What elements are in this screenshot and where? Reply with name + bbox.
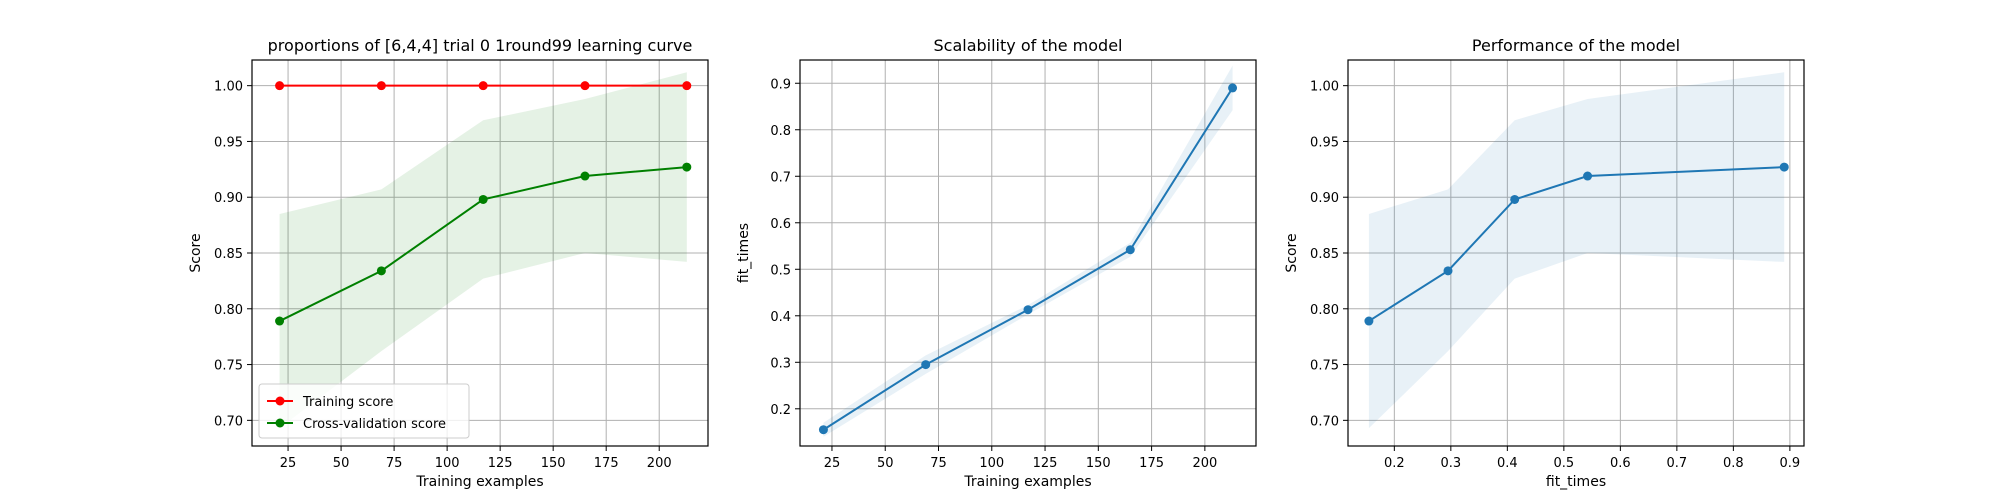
chart-2-ytick-label-2: 0.4: [770, 310, 791, 325]
chart-1-xtick-label-3: 100: [435, 456, 460, 471]
chart-2-ytick-label-5: 0.7: [770, 170, 791, 185]
chart-1-ytick-label-1: 0.75: [214, 359, 243, 374]
chart-1-series-0-point-2: [478, 81, 488, 91]
chart-3-ytick-label-1: 0.75: [1310, 359, 1339, 374]
chart-2-series-0-point-2: [1023, 305, 1033, 315]
chart-1-xtick-label-0: 25: [280, 456, 297, 471]
chart-2-ytick-label-7: 0.9: [770, 77, 791, 92]
chart-1-xtick-label-1: 50: [333, 456, 350, 471]
chart-1: 25 50 75 100 125 150 175 200 0.70 0.75 0.80 0.85 0.9…: [188, 36, 709, 490]
chart-1-band-1: [279, 72, 687, 429]
chart-1-ytick-label-3: 0.85: [214, 247, 243, 262]
chart-2-xtick-label-4: 125: [1033, 456, 1058, 471]
chart-2-series-0-point-0: [818, 425, 828, 435]
chart-2-band-0: [823, 65, 1233, 437]
chart-1-title: proportions of [6,4,4] trial 0 1round99 …: [268, 36, 693, 55]
chart-3-series-0-point-1: [1443, 266, 1453, 276]
chart-1-ytick-label-4: 0.90: [214, 191, 243, 206]
chart-3-series-0-point-0: [1364, 316, 1374, 326]
chart-3-xtick-label-7: 0.9: [1780, 456, 1801, 471]
chart-3-ytick-label-0: 0.70: [1310, 414, 1339, 429]
chart-3-ytick-label-5: 0.95: [1310, 135, 1339, 150]
chart-1-legend-marker-1: [275, 418, 285, 428]
chart-1-ylabel: Score: [188, 233, 204, 272]
chart-3-xtick-label-2: 0.4: [1497, 456, 1518, 471]
chart-1-ytick-label-0: 0.70: [214, 414, 243, 429]
chart-2-ytick-label-4: 0.6: [770, 217, 791, 232]
chart-1-xlabel: Training examples: [415, 474, 543, 490]
chart-3-ylabel: Score: [1284, 233, 1300, 272]
chart-2-xtick-label-0: 25: [824, 456, 841, 471]
chart-1-legend-marker-0: [275, 396, 285, 406]
chart-2-xtick-label-2: 75: [930, 456, 947, 471]
chart-2-xtick-label-5: 150: [1086, 456, 1111, 471]
chart-3-xtick-label-4: 0.6: [1610, 456, 1631, 471]
chart-3-xtick-label-6: 0.8: [1723, 456, 1744, 471]
chart-3-title: Performance of the model: [1472, 36, 1680, 55]
chart-2-xtick-label-1: 50: [877, 456, 894, 471]
chart-1-legend-label-1: Cross-validation score: [303, 417, 446, 432]
chart-2-series-0-point-3: [1125, 245, 1135, 255]
chart-3-band-0: [1368, 72, 1785, 429]
chart-2-ytick-label-0: 0.2: [770, 403, 791, 418]
chart-2-xlabel: Training examples: [963, 474, 1091, 490]
chart-3-ytick-label-2: 0.80: [1310, 303, 1339, 318]
chart-2-title: Scalability of the model: [934, 36, 1123, 55]
chart-3-ytick-label-3: 0.85: [1310, 247, 1339, 262]
chart-1-ytick-label-2: 0.80: [214, 303, 243, 318]
chart-1-series-1-point-1: [376, 266, 386, 276]
chart-3-xtick-label-5: 0.7: [1667, 456, 1688, 471]
chart-2-frame: [799, 59, 1257, 447]
chart-2-ytick-label-3: 0.5: [770, 263, 791, 278]
chart-1-xtick-label-2: 75: [386, 456, 403, 471]
chart-3-xlabel: fit_times: [1546, 474, 1606, 490]
chart-3: 0.2 0.3 0.4 0.5 0.6 0.7 0.8 0.9 0.70 0.75 0.80 0.85…: [1284, 36, 1805, 490]
chart-2-xtick-label-3: 100: [979, 456, 1004, 471]
chart-3-ytick-label-4: 0.90: [1310, 191, 1339, 206]
chart-3-xtick-label-3: 0.5: [1554, 456, 1575, 471]
chart-1-series-1-point-3: [580, 171, 590, 181]
chart-3-xtick-label-0: 0.2: [1384, 456, 1405, 471]
chart-1-xtick-label-6: 175: [594, 456, 619, 471]
chart-3-xtick-label-1: 0.3: [1440, 456, 1461, 471]
chart-2-ylabel: fit_times: [736, 223, 752, 283]
chart-1-series-1-point-0: [275, 316, 285, 326]
chart-2-ytick-label-6: 0.8: [770, 124, 791, 139]
chart-3-series-0-point-2: [1510, 194, 1520, 204]
chart-1-xtick-label-4: 125: [488, 456, 513, 471]
chart-1-series-0-point-1: [376, 81, 386, 91]
chart-1-legend-box: [258, 383, 470, 439]
chart-2: 25 50 75 100 125 150 175 200 0.2 0.3 0.4 0.5 0.6 0.7 0…: [736, 36, 1257, 490]
chart-1-series-1-point-2: [478, 194, 488, 204]
chart-3-series-0-point-4: [1779, 162, 1789, 172]
chart-2-series-0-point-4: [1228, 83, 1238, 93]
chart-2-ytick-label-1: 0.3: [770, 356, 791, 371]
chart-1-series-0-point-3: [580, 81, 590, 91]
chart-3-ytick-label-6: 1.00: [1310, 80, 1339, 95]
chart-1-xtick-label-5: 150: [541, 456, 566, 471]
chart-1-series-0-point-4: [682, 81, 692, 91]
chart-1-ytick-label-5: 0.95: [214, 135, 243, 150]
chart-3-series-0-point-3: [1583, 171, 1593, 181]
chart-1-series-1-point-4: [682, 162, 692, 172]
chart-1-series-0-point-0: [275, 81, 285, 91]
chart-1-legend-label-0: Training score: [302, 395, 393, 410]
chart-1-ytick-label-6: 1.00: [214, 80, 243, 95]
chart-1-xtick-label-7: 200: [647, 456, 672, 471]
chart-2-xtick-label-6: 175: [1139, 456, 1164, 471]
chart-2-series-0-point-1: [921, 360, 931, 370]
chart-2-xtick-label-7: 200: [1192, 456, 1217, 471]
